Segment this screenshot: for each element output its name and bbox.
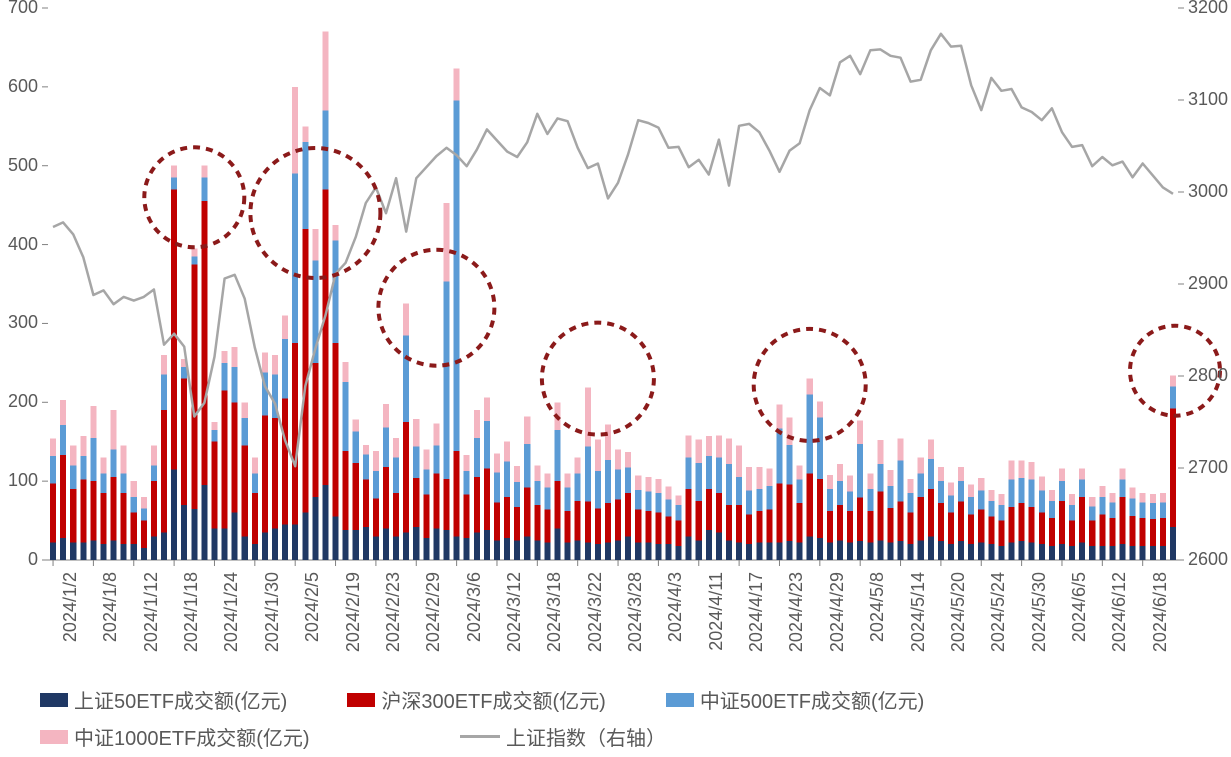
x-tick-label: 2024/6/12 bbox=[1109, 572, 1130, 652]
legend-swatch-sse50 bbox=[40, 693, 68, 707]
y-right-tick-label: 2600 bbox=[1188, 549, 1228, 570]
x-tick-label: 2024/3/28 bbox=[625, 572, 646, 652]
x-tick-label: 2024/6/5 bbox=[1069, 572, 1090, 642]
y-right-tick-label: 2900 bbox=[1188, 273, 1228, 294]
x-tick-label: 2024/3/6 bbox=[464, 572, 485, 642]
y-right-tick-label: 2700 bbox=[1188, 457, 1228, 478]
y-left-tick-label: 400 bbox=[0, 234, 38, 255]
x-tick-label: 2024/5/30 bbox=[1029, 572, 1050, 652]
y-left-tick-label: 200 bbox=[0, 391, 38, 412]
x-tick-label: 2024/4/29 bbox=[827, 572, 848, 652]
x-tick-label: 2024/2/5 bbox=[302, 572, 323, 642]
x-tick-label: 2024/1/18 bbox=[181, 572, 202, 652]
legend-swatch-csi1000 bbox=[40, 730, 68, 744]
x-tick-label: 2024/5/24 bbox=[988, 572, 1009, 652]
y-left-tick-label: 500 bbox=[0, 155, 38, 176]
x-tick-label: 2024/4/23 bbox=[786, 572, 807, 652]
x-tick-label: 2024/4/3 bbox=[665, 572, 686, 642]
x-tick-label: 2024/4/11 bbox=[706, 572, 727, 651]
x-tick-label: 2024/1/2 bbox=[60, 572, 81, 642]
legend-label-sse50: 上证50ETF成交额(亿元) bbox=[74, 685, 287, 714]
y-right-tick-label: 2800 bbox=[1188, 365, 1228, 386]
y-left-tick-label: 700 bbox=[0, 0, 38, 18]
etf-volume-chart: 0 100 200 300 400 500 600 700 2600 2700 2800 2900 30… bbox=[0, 0, 1231, 757]
legend-label-index: 上证指数（右轴） bbox=[506, 722, 666, 751]
x-tick-label: 2024/5/8 bbox=[867, 572, 888, 642]
legend-index: 上证指数（右轴） bbox=[460, 722, 666, 751]
legend-csi500: 中证500ETF成交额(亿元) bbox=[666, 685, 924, 714]
legend-label-hs300: 沪深300ETF成交额(亿元) bbox=[381, 685, 605, 714]
x-tick-label: 2024/3/18 bbox=[544, 572, 565, 652]
y-right-tick-label: 3100 bbox=[1188, 89, 1228, 110]
x-tick-label: 2024/3/12 bbox=[504, 572, 525, 652]
y-left-tick-label: 0 bbox=[0, 549, 38, 570]
legend-sse50: 上证50ETF成交额(亿元) bbox=[40, 685, 287, 714]
x-tick-label: 2024/1/8 bbox=[100, 572, 121, 642]
x-tick-label: 2024/2/19 bbox=[343, 572, 364, 652]
x-tick-label: 2024/6/18 bbox=[1150, 572, 1171, 652]
legend-csi1000: 中证1000ETF成交额(亿元) bbox=[40, 722, 400, 751]
x-tick-label: 2024/4/17 bbox=[746, 572, 767, 652]
legend-hs300: 沪深300ETF成交额(亿元) bbox=[347, 685, 605, 714]
x-tick-label: 2024/3/22 bbox=[585, 572, 606, 652]
legend-label-csi500: 中证500ETF成交额(亿元) bbox=[700, 685, 924, 714]
legend-swatch-index bbox=[460, 735, 500, 738]
y-left-tick-label: 600 bbox=[0, 76, 38, 97]
legend: 上证50ETF成交额(亿元) 沪深300ETF成交额(亿元) 中证500ETF成… bbox=[40, 685, 1220, 751]
legend-swatch-csi500 bbox=[666, 693, 694, 707]
legend-swatch-hs300 bbox=[347, 693, 375, 707]
x-tick-label: 2024/5/14 bbox=[908, 572, 929, 652]
x-tick-label: 2024/1/30 bbox=[262, 572, 283, 652]
x-tick-label: 2024/1/24 bbox=[221, 572, 242, 652]
x-tick-label: 2024/2/29 bbox=[423, 572, 444, 652]
y-right-tick-label: 3000 bbox=[1188, 181, 1228, 202]
x-tick-label: 2024/1/12 bbox=[141, 572, 162, 652]
legend-label-csi1000: 中证1000ETF成交额(亿元) bbox=[74, 722, 310, 751]
y-right-tick-label: 3200 bbox=[1188, 0, 1228, 18]
x-tick-label: 2024/2/23 bbox=[383, 572, 404, 652]
y-left-tick-label: 300 bbox=[0, 312, 38, 333]
x-tick-label: 2024/5/20 bbox=[948, 572, 969, 652]
y-left-tick-label: 100 bbox=[0, 470, 38, 491]
